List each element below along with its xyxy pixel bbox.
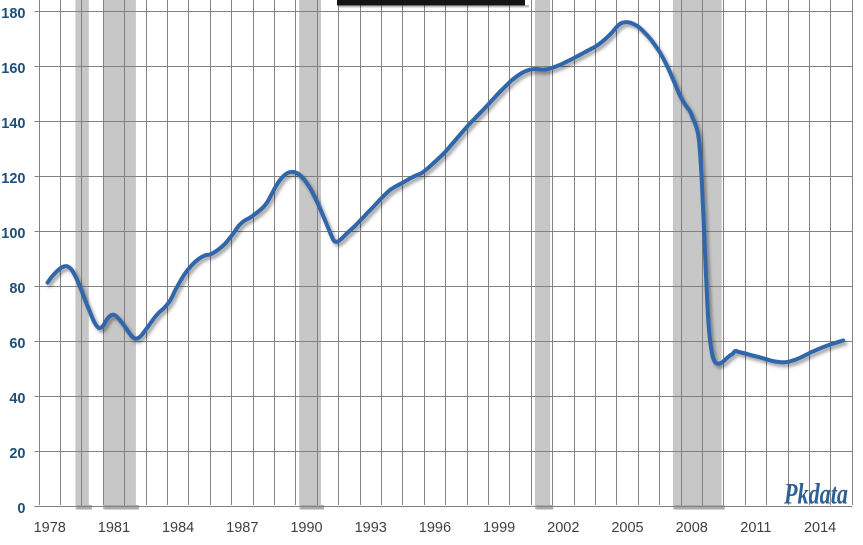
svg-text:1990: 1990: [290, 520, 322, 536]
svg-text:1996: 1996: [419, 520, 451, 536]
svg-text:160: 160: [1, 61, 25, 77]
svg-text:120: 120: [1, 171, 25, 187]
svg-text:140: 140: [1, 116, 25, 132]
svg-text:2002: 2002: [547, 520, 579, 536]
svg-text:1984: 1984: [162, 520, 194, 536]
svg-text:40: 40: [9, 391, 25, 407]
svg-text:2011: 2011: [740, 520, 771, 536]
svg-text:2008: 2008: [676, 520, 708, 536]
svg-text:1987: 1987: [226, 520, 258, 536]
svg-text:100: 100: [1, 226, 25, 242]
svg-text:1993: 1993: [355, 520, 387, 536]
svg-text:1978: 1978: [34, 520, 66, 536]
svg-text:80: 80: [9, 281, 25, 297]
svg-text:Pkdata: Pkdata: [783, 477, 848, 510]
svg-text:20: 20: [9, 446, 25, 462]
svg-text:2014: 2014: [804, 520, 836, 536]
svg-text:1981: 1981: [98, 520, 130, 536]
svg-text:180: 180: [1, 6, 25, 22]
svg-text:1999: 1999: [483, 520, 515, 536]
svg-text:2005: 2005: [611, 520, 643, 536]
svg-text:60: 60: [9, 336, 25, 352]
svg-text:0: 0: [17, 501, 25, 517]
